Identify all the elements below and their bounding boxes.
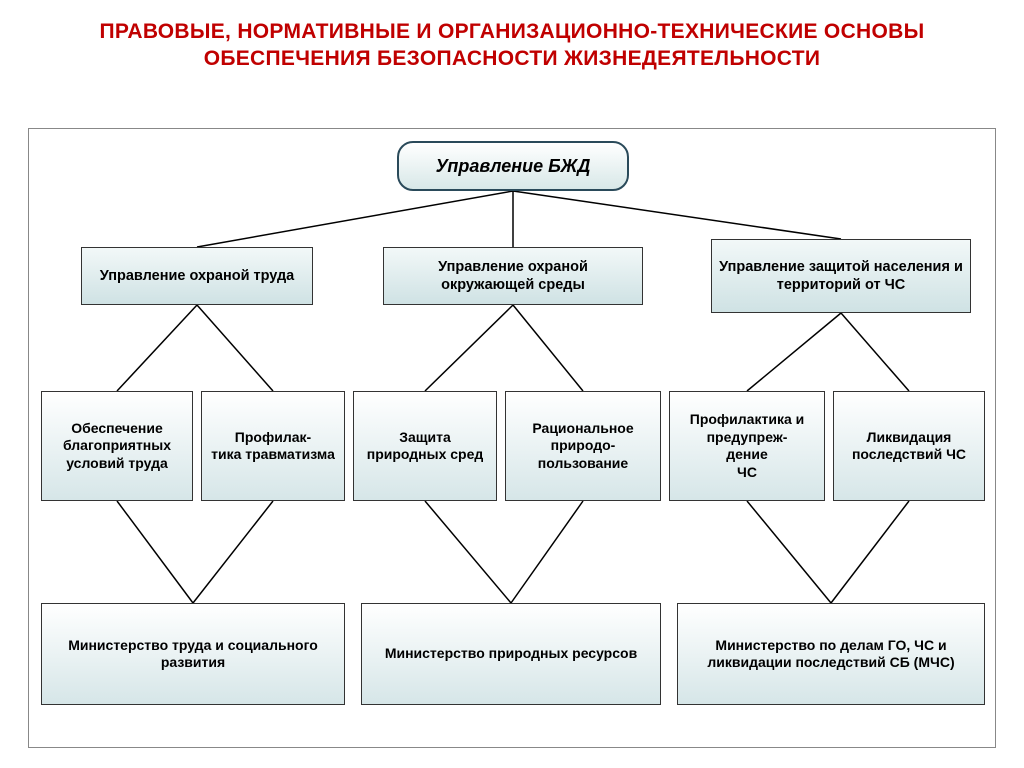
edge-mid2-leaf3 <box>425 305 513 391</box>
edge-leaf4-min2 <box>511 501 583 603</box>
edge-leaf3-min2 <box>425 501 511 603</box>
node-leaf4: Рациональное природо-пользование <box>505 391 661 501</box>
edge-root-mid3 <box>513 191 841 239</box>
node-leaf5: Профилактика и предупреж-дениеЧС <box>669 391 825 501</box>
edge-leaf1-min1 <box>117 501 193 603</box>
edge-leaf5-min3 <box>747 501 831 603</box>
edge-mid2-leaf4 <box>513 305 583 391</box>
node-leaf6: Ликвидация последствий ЧС <box>833 391 985 501</box>
node-mid1: Управление охраной труда <box>81 247 313 305</box>
edge-mid1-leaf1 <box>117 305 197 391</box>
node-root: Управление БЖД <box>397 141 629 191</box>
edge-mid3-leaf5 <box>747 313 841 391</box>
diagram-container: Управление БЖД Управление охраной труда Уп… <box>28 128 996 748</box>
edge-leaf2-min1 <box>193 501 273 603</box>
node-mid3: Управление защитой населения и территори… <box>711 239 971 313</box>
node-mid2: Управление охраной окружающей среды <box>383 247 643 305</box>
node-min3: Министерство по делам ГО, ЧС и ликвидаци… <box>677 603 985 705</box>
node-min2: Министерство природных ресурсов <box>361 603 661 705</box>
node-min1: Министерство труда и социального развити… <box>41 603 345 705</box>
node-leaf2: Профилак-тика травматизма <box>201 391 345 501</box>
node-leaf3: Защита природных сред <box>353 391 497 501</box>
page-title: ПРАВОВЫЕ, НОРМАТИВНЫЕ И ОРГАНИЗАЦИОННО-Т… <box>0 0 1024 83</box>
edge-leaf6-min3 <box>831 501 909 603</box>
edge-mid3-leaf6 <box>841 313 909 391</box>
edge-mid1-leaf2 <box>197 305 273 391</box>
node-leaf1: Обеспечение благоприятных условий труда <box>41 391 193 501</box>
edge-root-mid1 <box>197 191 513 247</box>
